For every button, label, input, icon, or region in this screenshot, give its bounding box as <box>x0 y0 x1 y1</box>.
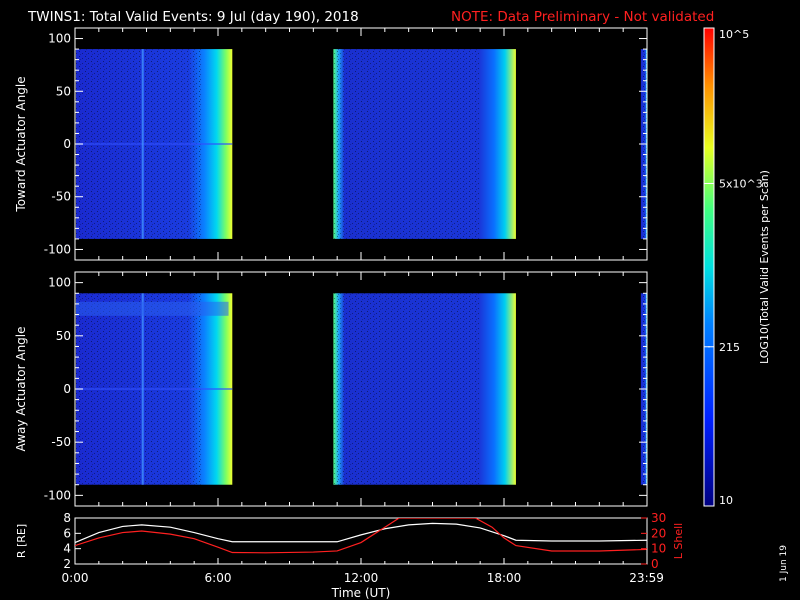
ytick-label-l-30: 30 <box>651 511 666 525</box>
ytick-label-l-0: 0 <box>651 557 659 571</box>
ytick-label-r-8: 8 <box>63 511 71 525</box>
panel-away: 100 50 0 -50 -100 Away Actuator Angle <box>14 271 648 507</box>
xtick-label-4: 23:59 <box>629 571 664 585</box>
chart-title: TWINS1: Total Valid Events: 9 Jul (day 1… <box>27 9 359 25</box>
zero-angle-band <box>76 388 233 390</box>
colorbar-tick-label-2: 5x10^3 <box>719 177 763 190</box>
ytick-label--50: -50 <box>51 190 71 204</box>
colorbar-tick-label-3: 10^5 <box>719 28 749 41</box>
ytick-label-100: 100 <box>48 32 71 46</box>
ytick-label-0: 0 <box>63 137 71 151</box>
data-interval-1-noise <box>333 293 481 485</box>
ylabel-lshell: L Shell <box>672 523 685 559</box>
ytick-label-r-4: 4 <box>63 542 71 556</box>
colorbar-tick-label-0: 10 <box>719 494 733 507</box>
ytick-label-l-10: 10 <box>651 542 666 556</box>
ytick-label-0: 0 <box>63 382 71 396</box>
ylabel-radius: R [RE] <box>15 524 28 558</box>
ytick-label-r-2: 2 <box>63 557 71 571</box>
ylabel-away: Away Actuator Angle <box>14 326 28 451</box>
xtick-label-1: 6:00 <box>205 571 232 585</box>
colorbar: 10 215 5x10^3 10^5 LOG10(Total Valid Events… <box>703 27 771 507</box>
panel-toward: 100 50 0 -50 -100 Toward Actuator Angle <box>14 27 648 261</box>
heatmap-toward <box>76 49 647 239</box>
bright-band-away <box>76 301 229 316</box>
colorbar-gradient <box>703 27 715 507</box>
data-interval-1-noise <box>333 49 481 239</box>
ytick-label-l-20: 20 <box>651 526 666 540</box>
colorbar-label: LOG10(Total Valid Events per Scan) <box>758 170 771 364</box>
colorbar-tick-label-1: 215 <box>719 341 740 354</box>
vertical-streak <box>141 293 144 485</box>
ytick-label-50: 50 <box>56 329 71 343</box>
xtick-label-0: 0:00 <box>62 571 89 585</box>
heatmap-away <box>76 293 647 485</box>
vertical-streak <box>141 49 144 239</box>
ytick-label--100: -100 <box>44 488 71 502</box>
series-radius-line <box>75 522 647 544</box>
ytick-label--100: -100 <box>44 242 71 256</box>
ytick-label-50: 50 <box>56 84 71 98</box>
preliminary-note: NOTE: Data Preliminary - Not validated <box>451 9 714 25</box>
xtick-label-2: 12:00 <box>344 571 379 585</box>
ytick-label-r-6: 6 <box>63 526 71 540</box>
ytick-label-100: 100 <box>48 276 71 290</box>
ytick-label--50: -50 <box>51 435 71 449</box>
ylabel-toward: Toward Actuator Angle <box>14 76 28 212</box>
date-stamp: 1 Jun 19 <box>779 545 789 582</box>
zero-angle-band <box>76 143 233 145</box>
series-lshell-line <box>75 518 647 554</box>
xlabel-time: Time (UT) <box>331 586 391 600</box>
xtick-label-3: 18:00 <box>487 571 522 585</box>
